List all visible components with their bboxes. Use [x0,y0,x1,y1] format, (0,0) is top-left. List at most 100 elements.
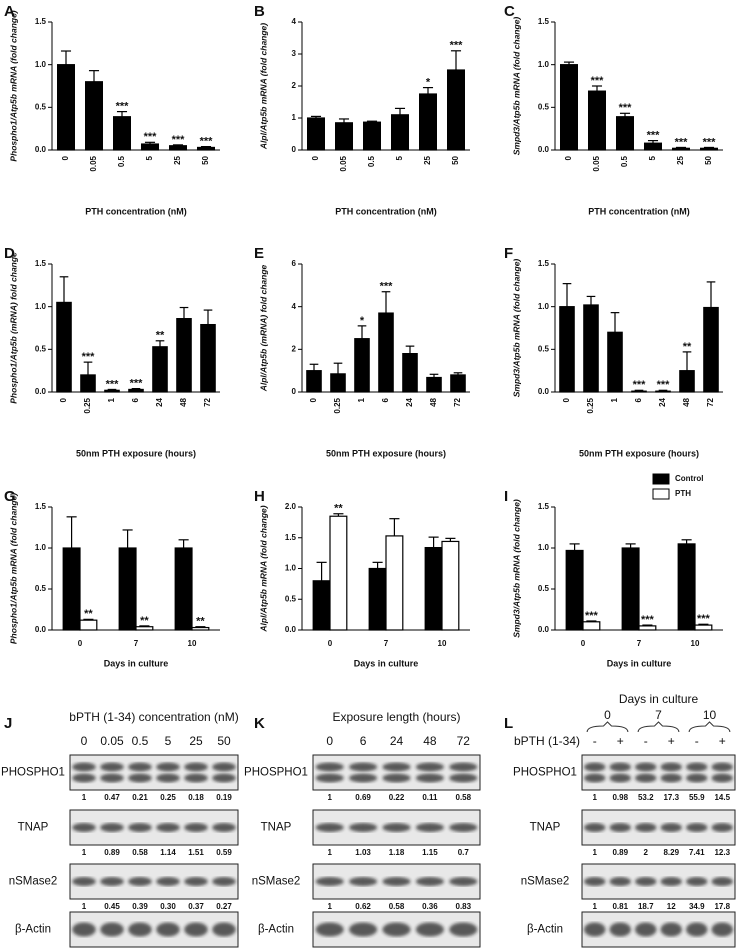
y-tick-label: 0.0 [285,625,297,634]
bar [607,331,623,393]
error-bar [131,387,141,390]
bar [559,64,578,151]
quantification: 0.22 [389,793,405,802]
error-bar [647,140,659,144]
bar [587,90,606,151]
significance: *** [641,614,655,626]
quantification: 0.25 [160,793,176,802]
significance: ** [84,608,93,620]
y-tick-label: 6 [292,259,297,268]
x-tick-label: 0.25 [333,397,342,413]
x-tick-label: 50 [201,155,210,164]
band [415,922,444,937]
band [382,773,411,783]
error-bar [179,306,189,319]
x-tick-label: 0.25 [586,397,595,413]
band [635,823,657,832]
x-tick-label: 0.5 [367,155,376,167]
bar [112,116,131,151]
bar [56,64,75,151]
quantification: 0.45 [104,902,120,911]
error-bar [139,625,150,627]
error-bar [116,110,128,117]
bar [176,318,192,393]
quantification: 0.7 [458,848,470,857]
blot-frame [581,863,736,900]
protein-label: PHOSPHO1 [513,767,577,779]
error-bar [625,543,636,548]
blot-frame [69,754,239,791]
x-tick-label: 72 [203,397,212,406]
y-tick-label: 1.5 [538,17,550,26]
bar [419,93,438,151]
x-tick-label: 5 [648,155,657,160]
y-tick-label: 1.0 [35,60,47,69]
band [349,823,378,832]
panel-letter: B [254,3,265,20]
band [156,877,180,886]
band [449,762,478,772]
bar [385,535,404,631]
lane-label: - [593,734,597,748]
lane-label: 0 [81,734,88,748]
x-axis-label: PTH concentration (nM) [335,206,437,216]
error-bar [203,309,213,325]
bar [84,81,103,151]
band [635,877,657,886]
band [184,773,208,783]
quantification: 0.98 [612,793,628,802]
quantification: 53.2 [638,793,654,802]
band [584,773,606,783]
band [100,877,124,886]
panel-letter: K [254,715,265,732]
y-tick-label: 4 [292,302,297,311]
blot-title: Days in culture [619,692,699,706]
error-bar [586,620,597,622]
protein-label: TNAP [530,822,561,834]
y-axis-label: Smpd3/Atp5b mRNA (fold change) [511,259,521,398]
bar [565,549,584,631]
band [635,922,657,937]
band [660,922,682,937]
x-tick-label: 0 [78,639,83,648]
band [100,773,124,783]
band [660,823,682,832]
lane-label: - [644,734,648,748]
y-tick-label: 0.5 [35,102,47,111]
x-tick-label: 50 [451,155,460,164]
protein-label: β-Actin [258,924,294,936]
panel-letter: I [504,488,508,505]
band [128,877,152,886]
error-bar [200,145,212,148]
bar [631,390,647,393]
band [415,877,444,886]
error-bar [562,283,572,307]
error-bar [569,543,580,551]
y-tick-label: 1.5 [35,502,47,511]
bar [655,390,671,393]
quantification: 1 [593,848,598,857]
error-bar [642,624,653,626]
quantification: 1 [593,902,598,911]
protein-label: β-Actin [15,924,51,936]
bar [582,621,601,631]
x-tick-label: 0.05 [89,155,98,171]
bar [306,370,322,393]
y-tick-label: 1.0 [35,543,47,552]
quantification: 0.30 [160,902,176,911]
band [635,762,657,772]
x-tick-label: 7 [637,639,642,648]
error-bar [405,345,415,354]
x-tick-label: 0.25 [83,397,92,413]
bar [402,353,418,393]
bar [378,312,394,393]
group-label: 10 [703,708,717,722]
error-bar [172,144,184,146]
y-tick-label: 0.0 [35,387,47,396]
error-bar [59,276,69,303]
error-bar [682,351,692,371]
blot-frame [312,754,481,791]
panel-letter: H [254,488,265,505]
x-tick-label: 48 [682,397,691,406]
quantification: 0.89 [612,848,628,857]
